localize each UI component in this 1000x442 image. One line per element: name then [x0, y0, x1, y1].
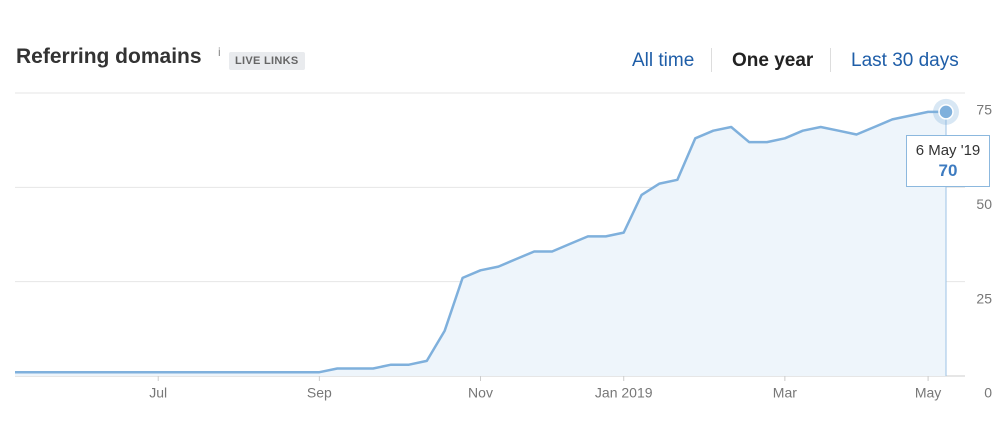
y-tick-label: 75: [976, 102, 992, 118]
tooltip: 6 May '19 70: [906, 135, 990, 187]
y-tick-label: 50: [976, 196, 992, 212]
x-tick-label: Sep: [307, 385, 332, 401]
y-tick-label: 25: [976, 290, 992, 306]
x-tick-label: Nov: [468, 385, 493, 401]
badge: LIVE LINKS: [229, 52, 305, 70]
y-tick-label: 0: [984, 385, 992, 401]
info-icon[interactable]: i: [218, 45, 221, 59]
title: Referring domains: [16, 45, 202, 68]
x-tick-label: Jul: [149, 385, 167, 401]
tab[interactable]: All time: [632, 50, 695, 71]
separator: [711, 48, 712, 72]
area: [15, 111, 946, 377]
x-tick-label: Mar: [773, 385, 797, 401]
x-tick-label: May: [915, 385, 941, 401]
tab[interactable]: One year: [732, 50, 814, 71]
tab[interactable]: Last 30 days: [851, 50, 959, 71]
x-tick-label: Jan 2019: [595, 385, 653, 401]
point: [938, 104, 954, 120]
separator: [830, 48, 831, 72]
tooltip-value: 70: [938, 161, 958, 180]
tooltip-date: 6 May '19: [915, 142, 981, 159]
line: [15, 110, 946, 374]
